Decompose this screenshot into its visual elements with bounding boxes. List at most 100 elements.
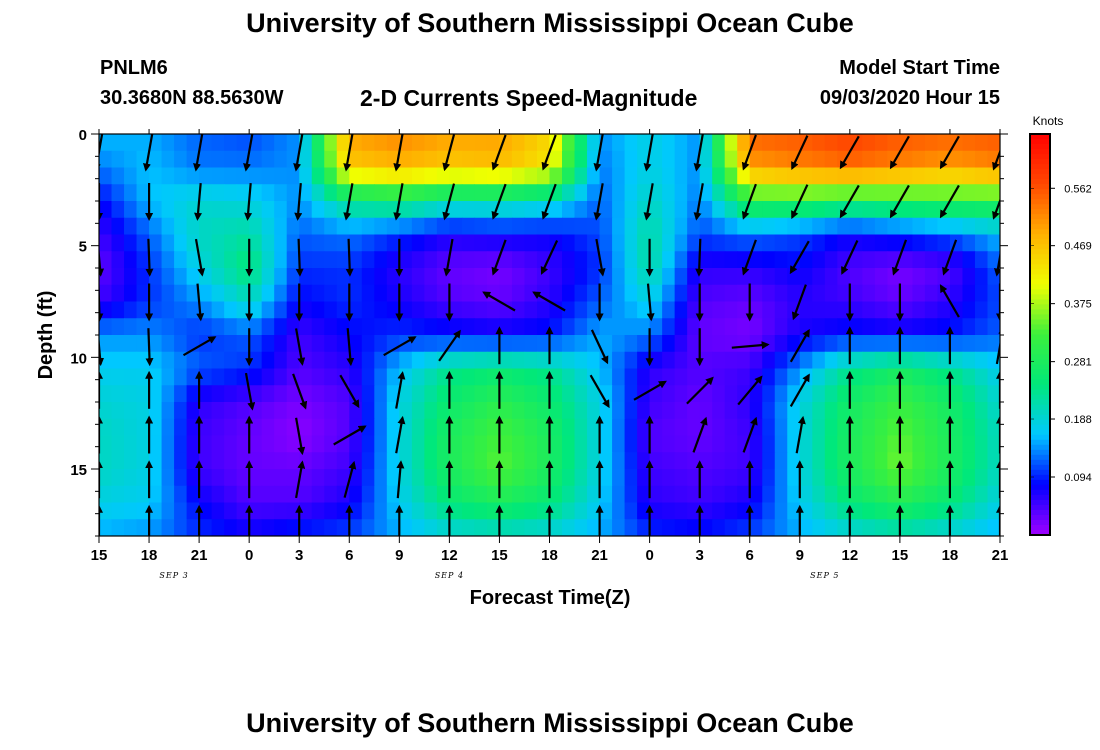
heatmap-cell: [737, 385, 751, 403]
heatmap-cell: [699, 502, 713, 520]
heatmap-cell: [649, 351, 663, 370]
current-vector: [791, 184, 809, 220]
heatmap-cell: [374, 284, 388, 303]
heatmap-cell: [762, 301, 776, 319]
heatmap-cell: [474, 402, 488, 420]
heatmap-cell: [912, 502, 926, 520]
heatmap-cell: [987, 167, 1000, 185]
heatmap-cell: [637, 284, 651, 303]
heatmap-cell: [499, 335, 513, 353]
heatmap-cell: [424, 418, 438, 437]
colorbar-swatch: [1030, 529, 1050, 536]
heatmap-cell: [386, 351, 400, 370]
heatmap-cell: [424, 435, 438, 453]
heatmap-cell: [99, 368, 113, 386]
colorbar-swatch: [1030, 474, 1050, 481]
heatmap-cell: [612, 234, 626, 252]
heatmap-cell: [974, 301, 989, 319]
heatmap-cell: [499, 301, 513, 319]
heatmap-cell: [799, 150, 813, 169]
heatmap-cell: [912, 385, 926, 403]
heatmap-cell: [124, 201, 138, 219]
heatmap-cell: [924, 502, 939, 520]
heatmap-cell: [436, 134, 450, 152]
heatmap-cell: [299, 469, 313, 487]
heatmap-cell: [712, 301, 726, 319]
heatmap-cell: [124, 502, 138, 520]
current-vector: [595, 238, 606, 277]
heatmap-cell: [674, 502, 688, 520]
colorbar-swatch: [1030, 234, 1050, 240]
heatmap-cell: [461, 435, 476, 453]
heatmap-cell: [274, 469, 288, 487]
y-tick-label: 10: [70, 350, 87, 367]
heatmap-cell: [511, 167, 526, 185]
heatmap-cell: [787, 385, 801, 403]
heatmap-cell: [737, 217, 751, 236]
heatmap-cell: [787, 217, 801, 236]
heatmap-cell: [549, 301, 563, 319]
heatmap-cell: [574, 335, 588, 353]
heatmap-cell: [762, 452, 776, 470]
heatmap-cell: [111, 368, 125, 386]
heatmap-cell: [136, 301, 150, 319]
heatmap-cell: [662, 167, 676, 185]
heatmap-cell: [311, 351, 325, 370]
heatmap-cell: [962, 385, 976, 403]
heatmap-cell: [699, 167, 713, 185]
heatmap-cell: [499, 201, 513, 219]
heatmap-cell: [461, 351, 476, 370]
heatmap-cell: [837, 452, 851, 470]
current-vector: [993, 250, 1000, 277]
heatmap-cell: [311, 268, 325, 286]
heatmap-cell: [161, 167, 175, 185]
heatmap-cell: [574, 251, 588, 269]
heatmap-cell: [261, 134, 275, 152]
current-vector: [742, 416, 758, 453]
heatmap-cell: [411, 150, 425, 169]
heatmap-cell: [824, 519, 838, 536]
heatmap-cell: [587, 502, 601, 520]
heatmap-cell: [274, 418, 288, 437]
heatmap-cell: [949, 435, 964, 453]
heatmap-cell: [737, 184, 751, 202]
heatmap-cell: [486, 167, 501, 185]
heatmap-cell: [299, 485, 313, 504]
heatmap-cell: [887, 402, 901, 420]
heatmap-cell: [174, 385, 188, 403]
heatmap-cell: [299, 418, 313, 437]
heatmap-cell: [799, 184, 813, 202]
heatmap-cell: [374, 150, 388, 169]
heatmap-cell: [249, 368, 263, 386]
heatmap-cell: [712, 184, 726, 202]
current-vector: [686, 376, 714, 405]
colorbar-swatch: [1030, 239, 1050, 245]
heatmap-cell: [286, 502, 300, 520]
heatmap-cell: [399, 150, 413, 169]
heatmap-cell: [411, 284, 425, 303]
heatmap-cell: [862, 251, 876, 269]
heatmap-cell: [712, 368, 726, 386]
colorbar-swatch: [1030, 524, 1050, 531]
colorbar-tick-label: 0.188: [1064, 414, 1092, 426]
heatmap-cell: [99, 435, 113, 453]
heatmap-cell: [949, 519, 964, 536]
heatmap-cell: [974, 251, 989, 269]
heatmap-cell: [224, 234, 238, 252]
heatmap-cell: [949, 167, 964, 185]
heatmap-cell: [549, 435, 563, 453]
heatmap-cell: [924, 150, 939, 169]
heatmap-cell: [624, 351, 638, 370]
heatmap-cell: [149, 435, 163, 453]
heatmap-cell: [411, 268, 425, 286]
heatmap-cell: [536, 435, 551, 453]
heatmap-cell: [361, 251, 375, 269]
heatmap-cell: [674, 234, 688, 252]
heatmap-cell: [436, 167, 450, 185]
heatmap-cell: [812, 284, 826, 303]
heatmap-cell: [411, 217, 425, 236]
heatmap-cell: [974, 201, 989, 219]
heatmap-cell: [699, 519, 713, 536]
heatmap-cell: [249, 217, 263, 236]
heatmap-cell: [962, 150, 976, 169]
